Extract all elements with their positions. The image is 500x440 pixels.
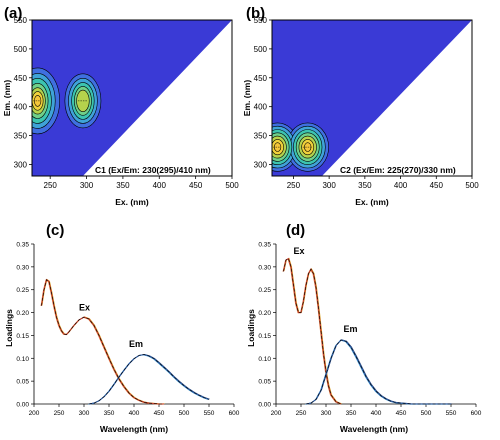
x-tick-label: 250 (287, 181, 301, 190)
panel-d-xlabel: Wavelength (nm) (340, 424, 408, 434)
x-tick-label: 300 (321, 410, 332, 417)
x-tick-label: 600 (229, 410, 240, 417)
panel-c: (c) 200 250 300 350 400 450 500 550 600 0.00 0.05 0… (4, 222, 240, 434)
series-label-ex: Ex (294, 246, 305, 256)
panel-a-annotation: C1 (Ex/Em: 230(295)/410 nm) (95, 165, 211, 175)
x-tick-label: 500 (225, 181, 239, 190)
panel-c-xlabel: Wavelength (nm) (100, 424, 168, 434)
y-tick-label: 350 (14, 132, 28, 141)
x-tick-label: 400 (129, 410, 140, 417)
panel-b-label: (b) (246, 5, 265, 22)
y-tick-label: 0.20 (16, 310, 29, 317)
series-label-em: Em (344, 324, 358, 334)
y-tick-label: 400 (14, 103, 28, 112)
x-tick-label: 450 (154, 410, 165, 417)
x-tick-label: 500 (421, 410, 432, 417)
x-tick-label: 250 (296, 410, 307, 417)
y-tick-label: 0.20 (258, 310, 271, 317)
x-tick-label: 350 (358, 181, 372, 190)
x-tick-label: 350 (104, 410, 115, 417)
panel-a-frame (31, 19, 233, 177)
contour-level-7 (273, 142, 282, 152)
panel-a: (a) 250 300 350 400 450 500 300 350 400 450 500 550… (2, 5, 239, 207)
series-fit-ex (283, 258, 342, 405)
series-fit-em (305, 339, 451, 405)
y-tick-label: 0.10 (16, 356, 29, 363)
x-tick-label: 200 (271, 410, 282, 417)
x-tick-label: 300 (79, 410, 90, 417)
y-tick-label: 0.35 (258, 242, 271, 249)
x-tick-label: 400 (153, 181, 167, 190)
y-tick-label: 500 (254, 45, 268, 54)
x-tick-label: 450 (396, 410, 407, 417)
x-tick-label: 500 (179, 410, 190, 417)
y-tick-label: 0.05 (16, 379, 29, 386)
y-tick-label: 550 (254, 16, 268, 25)
y-tick-label: 0.10 (258, 356, 271, 363)
y-tick-label: 500 (14, 45, 28, 54)
y-tick-label: 0.35 (16, 242, 29, 249)
y-tick-label: 0.25 (16, 287, 29, 294)
y-tick-label: 450 (14, 74, 28, 83)
series-fit-ex (41, 279, 164, 405)
panel-b-ylabel: Em. (nm) (242, 80, 252, 117)
x-tick-label: 300 (80, 181, 94, 190)
y-tick-label: 0.05 (258, 379, 271, 386)
y-tick-label: 0.30 (16, 264, 29, 271)
series-line-ex (41, 278, 165, 405)
contour-level-7 (34, 95, 42, 107)
series-line-em (88, 354, 210, 405)
series-line-ex (282, 258, 341, 405)
y-tick-label: 400 (254, 103, 268, 112)
panel-b-frame (271, 19, 473, 177)
panel-d-ylabel: Loadings (246, 309, 256, 347)
no-data-region (322, 20, 472, 176)
panel-a-xlabel: Ex. (nm) (115, 197, 149, 207)
y-tick-label: 300 (254, 160, 268, 169)
series-label-em: Em (129, 339, 143, 349)
x-tick-label: 400 (394, 181, 408, 190)
panel-b-annotation: C2 (Ex/Em: 225(270)/330 nm) (340, 165, 456, 175)
series-fit-em (88, 354, 210, 405)
x-tick-label: 550 (446, 410, 457, 417)
y-tick-label: 0.15 (258, 333, 271, 340)
x-tick-label: 550 (204, 410, 215, 417)
panel-c-label: (c) (46, 222, 64, 239)
y-tick-label: 300 (14, 160, 28, 169)
x-tick-label: 250 (54, 410, 65, 417)
x-tick-label: 350 (116, 181, 130, 190)
y-tick-label: 0.00 (16, 402, 29, 409)
series-line-em (89, 353, 210, 405)
panel-c-ylabel: Loadings (4, 309, 14, 347)
panel-d-label: (d) (286, 222, 305, 239)
y-tick-label: 450 (254, 74, 268, 83)
x-tick-label: 600 (471, 410, 482, 417)
panel-d: (d) 200 250 300 350 400 450 500 550 600 0.00 0.05 0… (246, 222, 482, 434)
panel-a-label: (a) (4, 5, 22, 22)
y-tick-label: 550 (14, 16, 28, 25)
x-tick-label: 300 (322, 181, 336, 190)
x-tick-label: 250 (44, 181, 58, 190)
panel-a-ylabel: Em. (nm) (2, 80, 12, 117)
panel-b-xlabel: Ex. (nm) (355, 197, 389, 207)
y-tick-label: 0.30 (258, 264, 271, 271)
y-tick-label: 350 (254, 132, 268, 141)
y-tick-label: 0.15 (16, 333, 29, 340)
no-data-region (82, 20, 232, 176)
y-tick-label: 0.25 (258, 287, 271, 294)
x-tick-label: 400 (371, 410, 382, 417)
x-tick-label: 350 (346, 410, 357, 417)
y-tick-label: 0.00 (258, 402, 271, 409)
series-label-ex: Ex (79, 302, 90, 312)
x-tick-label: 500 (465, 181, 479, 190)
x-tick-label: 450 (430, 181, 444, 190)
panel-b: (b) 250 300 350 400 450 500 300 350 400 450 500 550… (242, 5, 479, 207)
x-tick-label: 200 (29, 410, 40, 417)
x-tick-label: 450 (189, 181, 203, 190)
series-line-em (88, 354, 209, 405)
